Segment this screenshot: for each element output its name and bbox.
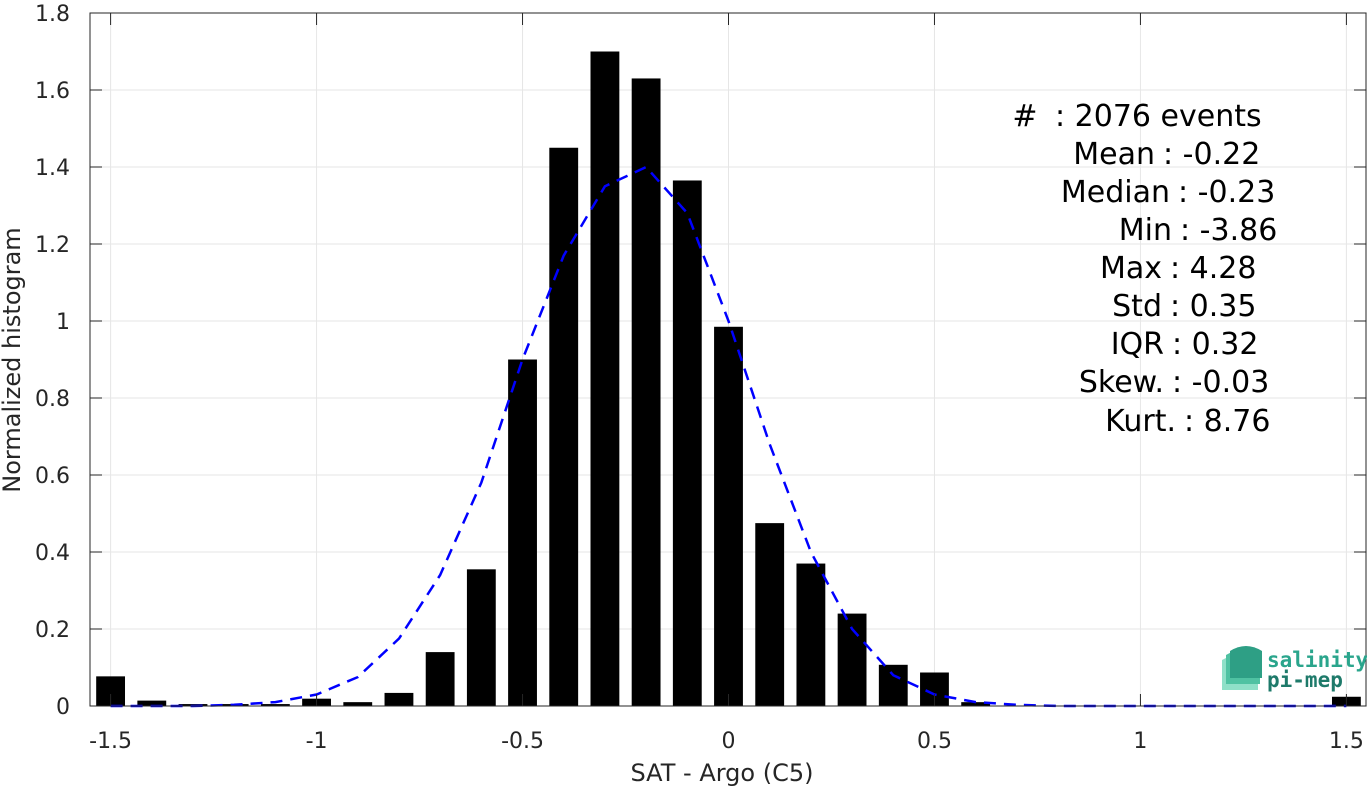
y-tick-labels: 0 0.2 0.4 0.6 0.8 1 1.2 1.4 1.6 1.8 [35, 2, 70, 720]
wave-stack-icon [1222, 646, 1262, 690]
stat-value: -3.86 [1200, 213, 1278, 248]
x-tick-label: 0.5 [917, 729, 952, 754]
x-tick-labels: -1.5 -1 -0.5 0 0.5 1 1.5 [89, 729, 1364, 754]
stat-line: Std: 0.35 [1112, 289, 1256, 324]
stat-value: 0.35 [1190, 289, 1257, 324]
stat-label: Mean [1073, 137, 1155, 172]
stat-label: # [1012, 99, 1047, 134]
y-tick-label: 1.8 [35, 2, 70, 27]
y-tick-label: 1.4 [35, 156, 70, 181]
stat-separator: : [1170, 251, 1190, 286]
stat-separator: : [1184, 404, 1204, 439]
histogram-bar [425, 652, 455, 706]
stat-separator: : [1170, 289, 1190, 324]
x-tick-label: -1 [306, 729, 328, 754]
histogram-bar [508, 359, 537, 706]
stat-line: IQR: 0.32 [1111, 327, 1259, 362]
histogram-bar [961, 702, 991, 706]
y-tick-label: 0.4 [35, 541, 70, 566]
stat-label: Kurt. [1105, 404, 1176, 439]
axes-frame [89, 12, 1367, 707]
y-tick-label: 0.2 [35, 618, 70, 643]
stat-line: Max: 4.28 [1100, 251, 1256, 286]
logo-line1: salinity [1267, 648, 1367, 672]
stat-label: Skew. [1079, 365, 1164, 400]
y-tick-label: 1.6 [35, 79, 70, 104]
stat-line: # : 2076 events [1012, 99, 1261, 134]
y-tick-label: 0.8 [35, 387, 70, 412]
stat-label: IQR [1111, 327, 1164, 362]
stat-value: 0.32 [1192, 327, 1259, 362]
stat-separator: : [1172, 365, 1192, 400]
y-tick-label: 0.6 [35, 464, 70, 489]
stat-line: Skew.: -0.03 [1079, 365, 1269, 400]
histogram-bar [878, 664, 908, 706]
x-tick-label: -1.5 [89, 729, 132, 754]
histogram-bar [466, 569, 496, 706]
stat-value: 4.28 [1190, 251, 1257, 286]
stat-line: Mean: -0.22 [1073, 137, 1260, 172]
histogram-bar [672, 180, 702, 707]
histogram-bar [137, 700, 167, 706]
x-axis-label: SAT - Argo (C5) [631, 759, 814, 787]
stat-value: -0.22 [1183, 137, 1261, 172]
stat-separator: : [1172, 327, 1192, 362]
histogram-bar [343, 702, 373, 706]
stat-line: Min: -3.86 [1119, 213, 1278, 248]
histogram-bar [260, 704, 290, 706]
histogram-bar [631, 78, 661, 706]
stat-line: Kurt.: 8.76 [1105, 404, 1270, 439]
stat-value: 8.76 [1204, 404, 1271, 439]
y-axis-label: Normalized histogram [0, 227, 26, 492]
y-tick-label: 0 [56, 695, 70, 720]
stat-separator: : [1055, 99, 1075, 134]
histogram-bar [549, 147, 579, 706]
histogram-bar [796, 563, 826, 706]
stat-value: -0.03 [1192, 365, 1270, 400]
stat-separator: : [1163, 137, 1183, 172]
stat-label: Max [1100, 251, 1162, 286]
stat-value: -0.23 [1198, 175, 1276, 210]
logo-line2: pi-mep [1267, 668, 1343, 692]
x-tick-label: 0 [722, 729, 736, 754]
y-tick-label: 1.2 [35, 233, 70, 258]
histogram-bar [755, 523, 785, 706]
stat-separator: : [1180, 213, 1200, 248]
histogram-bar [590, 51, 620, 706]
x-tick-label: -0.5 [501, 729, 544, 754]
stat-line: Median: -0.23 [1061, 175, 1275, 210]
stat-label: Median [1061, 175, 1170, 210]
stat-label: Std [1112, 289, 1162, 324]
x-tick-label: 1.5 [1329, 729, 1364, 754]
histogram-bar [384, 692, 414, 706]
stat-label: Min [1119, 213, 1172, 248]
histogram-bar [714, 326, 743, 706]
salinity-pi-mep-logo: salinity pi-mep [1222, 646, 1367, 692]
stat-value: 2076 events [1075, 99, 1262, 134]
stat-separator: : [1178, 175, 1198, 210]
y-tick-label: 1 [56, 310, 70, 335]
x-tick-label: 1 [1133, 729, 1147, 754]
